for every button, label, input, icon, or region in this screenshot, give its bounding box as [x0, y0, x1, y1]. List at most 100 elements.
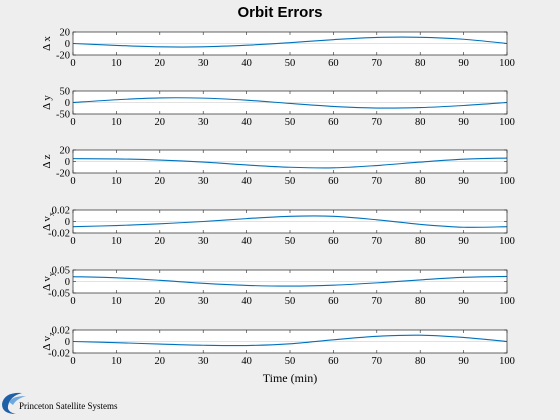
- x-tick-label: 40: [241, 176, 252, 187]
- x-tick-label: 0: [70, 236, 75, 247]
- pss-swoosh-icon: [2, 392, 22, 414]
- x-tick-label: 50: [285, 356, 296, 367]
- y-axis-label: Δ vx: [41, 212, 56, 231]
- x-tick-label: 70: [372, 58, 383, 69]
- x-tick-label: 10: [111, 236, 122, 247]
- y-tick-label: -0.02: [48, 349, 70, 360]
- x-tick-label: 70: [372, 296, 383, 307]
- y-label-delta: Δ: [41, 101, 53, 110]
- x-tick-label: 80: [415, 356, 426, 367]
- x-tick-label: 40: [241, 236, 252, 247]
- series-line: [72, 275, 508, 287]
- series-line: [72, 157, 508, 169]
- y-label-delta: Δ: [41, 282, 53, 291]
- y-label-delta: Δ: [41, 222, 53, 231]
- x-tick-label: 80: [415, 117, 426, 128]
- x-tick-label: 30: [198, 117, 209, 128]
- y-label-delta: Δ: [41, 341, 53, 350]
- y-tick-label: 0: [65, 157, 70, 168]
- x-tick-label: 80: [415, 58, 426, 69]
- y-tick-label: -20: [56, 169, 70, 180]
- logo-text: Princeton Satellite Systems: [19, 401, 118, 411]
- x-tick-label: 40: [241, 296, 252, 307]
- axes-frame: [72, 209, 508, 234]
- axes-frame: [72, 90, 508, 115]
- x-tick-label: 30: [198, 356, 209, 367]
- y-tick-label: 0.02: [52, 206, 70, 217]
- x-tick-label: 20: [155, 117, 166, 128]
- y-label-subscript: y: [47, 272, 56, 276]
- y-tick-label: 0: [65, 39, 70, 50]
- x-tick-label: 10: [111, 58, 122, 69]
- pss-logo: Princeton Satellite Systems: [2, 392, 118, 414]
- x-tick-label: 30: [198, 176, 209, 187]
- series-line: [72, 97, 508, 109]
- x-tick-label: 90: [458, 356, 469, 367]
- x-tick-label: 100: [499, 356, 515, 367]
- x-tick-label: 100: [499, 58, 515, 69]
- series-line: [72, 334, 508, 347]
- y-tick-label: 0: [65, 217, 70, 228]
- y-axis-label: Δ z: [41, 154, 53, 168]
- x-tick-label: 50: [285, 236, 296, 247]
- x-tick-label: 0: [70, 117, 75, 128]
- x-axis-label: Time (min): [263, 371, 318, 385]
- x-tick-label: 70: [372, 176, 383, 187]
- x-tick-label: 70: [372, 236, 383, 247]
- y-label-delta: Δ: [41, 159, 53, 168]
- x-tick-label: 90: [458, 117, 469, 128]
- y-label-variable: v: [41, 216, 53, 222]
- x-tick-label: 10: [111, 356, 122, 367]
- x-tick-label: 40: [241, 58, 252, 69]
- y-label-subscript: z: [47, 332, 56, 336]
- y-axis-label: Δ x: [41, 36, 53, 51]
- x-tick-label: 60: [328, 117, 339, 128]
- x-tick-label: 60: [328, 356, 339, 367]
- x-tick-label: 20: [155, 296, 166, 307]
- x-tick-label: 50: [285, 176, 296, 187]
- y-tick-label: -50: [56, 110, 70, 121]
- y-label-variable: y: [41, 95, 53, 101]
- x-tick-label: 30: [198, 58, 209, 69]
- y-tick-label: -20: [56, 51, 70, 62]
- y-label-subscript: x: [47, 212, 56, 216]
- y-axis-label: Δ vz: [41, 332, 56, 351]
- axes-frame: [72, 269, 508, 294]
- y-label-delta: Δ: [41, 42, 53, 51]
- x-tick-label: 60: [328, 58, 339, 69]
- y-label-variable: v: [41, 335, 53, 341]
- y-tick-label: 20: [60, 28, 71, 39]
- x-tick-label: 60: [328, 176, 339, 187]
- x-tick-label: 90: [458, 296, 469, 307]
- y-label-variable: v: [41, 276, 53, 282]
- x-tick-label: 0: [70, 296, 75, 307]
- y-tick-label: 0: [65, 277, 70, 288]
- x-tick-label: 20: [155, 176, 166, 187]
- y-axis-label: Δ y: [41, 95, 53, 110]
- x-tick-label: 100: [499, 176, 515, 187]
- x-tick-label: 60: [328, 236, 339, 247]
- pss-swoosh-accent-icon: [9, 396, 26, 405]
- y-tick-label: -0.05: [48, 289, 70, 300]
- x-tick-label: 20: [155, 58, 166, 69]
- x-tick-label: 80: [415, 236, 426, 247]
- x-tick-label: 30: [198, 296, 209, 307]
- y-tick-label: 50: [60, 87, 71, 98]
- y-tick-label: 0.05: [52, 266, 70, 277]
- x-tick-label: 80: [415, 176, 426, 187]
- x-tick-label: 30: [198, 236, 209, 247]
- x-tick-label: 40: [241, 356, 252, 367]
- x-tick-label: 0: [70, 58, 75, 69]
- x-tick-label: 10: [111, 296, 122, 307]
- x-tick-label: 90: [458, 58, 469, 69]
- axes-frame: [72, 149, 508, 174]
- x-tick-label: 50: [285, 58, 296, 69]
- x-tick-label: 0: [70, 176, 75, 187]
- x-tick-label: 10: [111, 117, 122, 128]
- series-line: [72, 215, 508, 228]
